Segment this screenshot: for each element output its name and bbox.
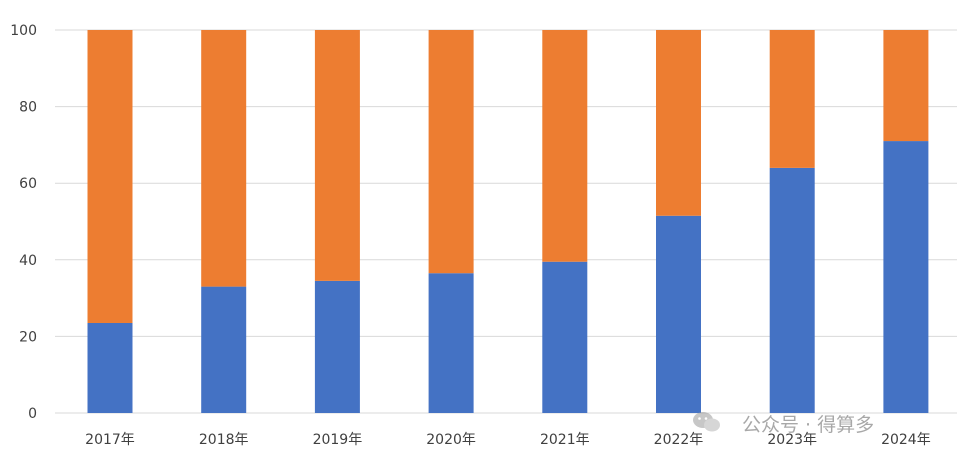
bar-2018年-series-2 [201, 30, 247, 287]
watermark-text: 公众号 · 得算多 [742, 414, 874, 436]
bar-2017年-series-2 [87, 30, 133, 323]
x-category-label-7: 2024年 [881, 432, 931, 448]
y-tick-label-100: 100 [10, 23, 37, 39]
bar-2017年-series-1 [87, 322, 133, 413]
bar-2023年-series-2 [769, 30, 815, 168]
y-tick-label-0: 0 [28, 406, 37, 422]
y-tick-label-80: 80 [19, 100, 37, 116]
bar-2018年-series-1 [201, 286, 247, 413]
y-tick-label-60: 60 [19, 176, 37, 192]
bar-2024年-series-2 [883, 30, 929, 142]
bar-2023年-series-1 [769, 167, 815, 413]
x-category-label-6: 2023年 [767, 432, 817, 448]
x-category-label-3: 2020年 [426, 432, 476, 448]
bar-2021年-series-1 [542, 261, 588, 413]
bar-2020年-series-2 [428, 30, 474, 274]
bar-2022年-series-1 [656, 215, 701, 413]
bars [87, 30, 929, 413]
bar-2021年-series-2 [542, 30, 588, 262]
bar-2022年-series-2 [656, 30, 701, 216]
watermark: 公众号 · 得算多 [693, 412, 874, 436]
bar-2024年-series-1 [883, 141, 929, 413]
bar-2019年-series-1 [314, 280, 360, 413]
x-category-label-2: 2019年 [313, 432, 363, 448]
x-category-label-4: 2021年 [540, 432, 590, 448]
wechat-icon [693, 412, 720, 432]
x-category-label-5: 2022年 [654, 432, 704, 448]
bar-2019年-series-2 [314, 30, 360, 281]
bar-2020年-series-1 [428, 273, 474, 413]
x-axis-category-labels: 2017年 2018年 2019年 2020年 2021年 2022年 2023年 2024年 [85, 432, 931, 448]
y-tick-label-40: 40 [19, 253, 37, 269]
y-axis-tick-labels: 0 20 40 60 80 100 [10, 23, 37, 422]
y-tick-label-20: 20 [19, 329, 37, 345]
x-category-label-1: 2018年 [199, 432, 249, 448]
x-category-label-0: 2017年 [85, 432, 135, 448]
gridlines [55, 29, 957, 414]
